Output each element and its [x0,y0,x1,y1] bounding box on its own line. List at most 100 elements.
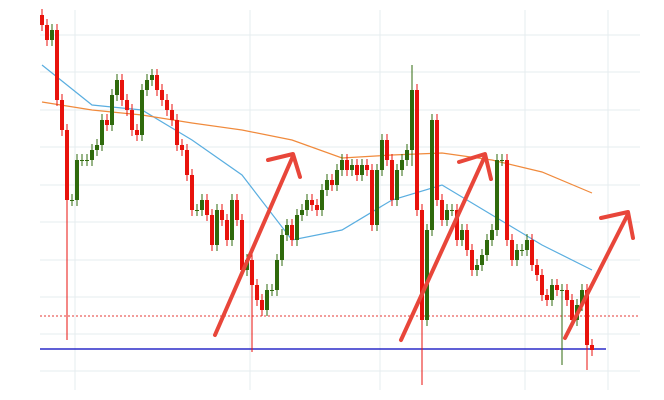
candle-body [85,160,89,161]
arrow-head [599,210,635,240]
candle-body [550,285,554,300]
candle-body [455,210,459,240]
candle-body [290,225,294,240]
candle-body [375,170,379,225]
grid [40,10,640,390]
candle-body [500,160,504,161]
candle-body [370,170,374,225]
candle-body [310,200,314,205]
candle-body [220,210,224,220]
candle-body [55,30,59,100]
candle-body [475,265,479,270]
candle-body [240,220,244,270]
candle-body [525,240,529,250]
candle-body [275,260,279,290]
candle-body [355,165,359,175]
candle-body [480,255,484,265]
candle-body [295,215,299,240]
candle-body [570,300,574,320]
candle-body [70,200,74,201]
candle-body [205,200,209,215]
candle-body [190,175,194,210]
candle-body [555,285,559,290]
candle-body [285,225,289,235]
candle-body [170,110,174,120]
candle-body [395,170,399,200]
candle-body [485,240,489,255]
candle-body [565,290,569,300]
candle-body [405,150,409,160]
candle-body [135,130,139,135]
candle-body [340,160,344,170]
candle-body [515,250,519,260]
candle-body [445,210,449,220]
moving-average [41,64,593,271]
candle-body [460,230,464,240]
candle-body [45,25,49,40]
candle-body [155,75,159,90]
candle-body [115,80,119,95]
candle-body [180,145,184,150]
candle-body [235,200,239,220]
arrow-head [457,152,493,181]
candle-body [185,150,189,175]
candle-body [65,130,69,200]
candle-body [125,100,129,110]
candle-body [360,165,364,175]
candle-body [535,265,539,275]
candle-body [200,200,204,210]
candle-body [560,290,564,291]
candle-body [490,230,494,240]
candle-body [80,160,84,161]
candle-body [510,240,514,260]
candle-body [520,250,524,251]
candle-body [215,210,219,245]
candle-body [120,80,124,100]
candle-body [225,220,229,240]
candle-body [390,160,394,200]
candle-body [260,300,264,310]
candle-body [160,90,164,100]
candle-body [435,120,439,200]
candle-body [250,260,254,285]
candle-body [545,295,549,300]
candle-body [495,160,499,230]
candle-body [425,230,429,320]
candle-body [175,120,179,145]
candle-body [105,120,109,125]
annotation-arrows [213,152,635,342]
candle-body [100,120,104,145]
candle-body [50,30,54,40]
arrow [213,154,295,337]
candle-body [320,190,324,210]
candle-body [420,210,424,320]
candle-body [365,165,369,170]
candle-body [90,150,94,160]
candle-body [380,140,384,170]
candle-body [305,200,309,210]
candles [40,9,594,385]
lines [40,64,640,350]
candle-body [130,110,134,130]
candle-body [60,100,64,130]
candle-body [140,90,144,135]
candle-body [325,180,329,190]
candle-body [590,345,594,350]
candle-body [450,210,454,211]
candle-body [265,290,269,310]
arrow [563,212,630,340]
candle-body [530,240,534,265]
arrow-head [266,152,302,179]
candle-body [440,200,444,220]
candle-body [415,90,419,210]
candle-body [400,160,404,170]
candle-body [585,290,589,345]
candle-body [410,90,414,150]
candle-body [75,160,79,200]
candle-body [540,275,544,295]
candle-body [95,145,99,150]
candle-body [280,235,284,260]
candle-body [195,210,199,211]
candle-body [315,205,319,210]
candle-body [150,75,154,80]
